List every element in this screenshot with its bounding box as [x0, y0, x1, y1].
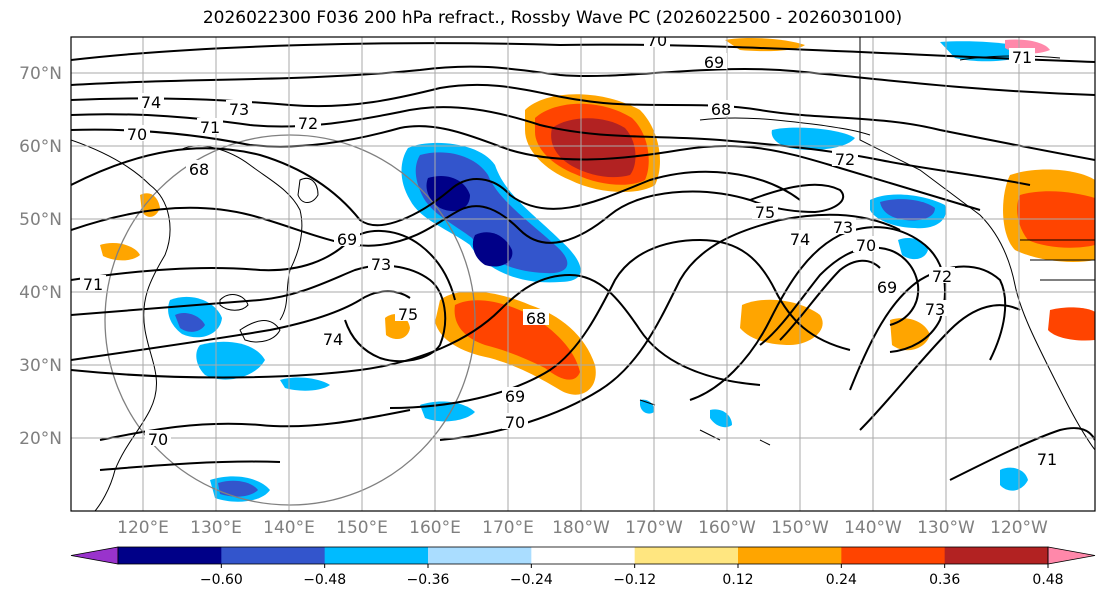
colorbar-swatch: [841, 547, 946, 564]
contour-label: 71: [1037, 450, 1057, 469]
latitude-labels: 70°N 60°N 50°N 40°N 30°N 20°N: [19, 64, 62, 449]
contour-label: 70: [127, 125, 147, 144]
contour-label: 73: [229, 100, 249, 119]
contour-label: 72: [835, 150, 855, 169]
lat-label: 60°N: [19, 137, 62, 157]
contour-label: 69: [704, 53, 724, 72]
colorbar-extend-high: [1047, 546, 1096, 565]
contour-label: 71: [83, 275, 103, 294]
contour-label: 75: [398, 305, 418, 324]
map-frame: [70, 36, 1096, 512]
contour-label: 69: [505, 387, 525, 406]
coastlines: [71, 37, 1095, 511]
colorbar-swatch: [531, 547, 636, 564]
lon-label: 150°W: [771, 518, 829, 538]
contour-label: 72: [298, 114, 318, 133]
contour-label: 71: [1012, 48, 1032, 67]
colorbar-swatch: [221, 547, 326, 564]
range-ring: [104, 134, 476, 506]
contour-label-group: 70 69 71 74 73 70 71 72 68 68 72 75 69: [80, 31, 1060, 469]
lat-label: 40°N: [19, 283, 62, 303]
longitude-labels: 120°E 130°E 140°E 150°E 160°E 170°E 180°…: [117, 518, 1048, 538]
contour-label: 70: [148, 430, 168, 449]
contour-label: 69: [337, 230, 357, 249]
colorbar-swatch: [944, 547, 1049, 564]
contour-label: 74: [141, 93, 161, 112]
map-title: 2026022300 F036 200 hPa refract., Rossby…: [202, 8, 903, 28]
colorbar-tick-label: 0.24: [826, 572, 857, 588]
colorbar-tick-label: 0.48: [1032, 572, 1063, 588]
lon-label: 180°W: [552, 518, 610, 538]
graticule: [71, 37, 1095, 511]
contour-label: 72: [932, 267, 952, 286]
lon-label: 130°E: [190, 518, 242, 538]
contour-label: 74: [790, 230, 810, 249]
lon-label: 130°W: [917, 518, 975, 538]
lon-label: 120°W: [990, 518, 1048, 538]
contour-label: 69: [877, 278, 897, 297]
lon-label: 140°W: [844, 518, 902, 538]
contour-label: 68: [711, 100, 731, 119]
lon-label: 140°E: [263, 518, 315, 538]
lon-label: 160°E: [409, 518, 461, 538]
contour-label: 70: [856, 236, 876, 255]
lon-label: 160°W: [698, 518, 756, 538]
lon-label: 170°E: [482, 518, 534, 538]
lat-label: 20°N: [19, 429, 62, 449]
colorbar-tick-label: −0.60: [200, 572, 243, 588]
lat-label: 30°N: [19, 356, 62, 376]
lon-label: 150°E: [336, 518, 388, 538]
lon-label: 170°W: [625, 518, 683, 538]
colorbar-swatch: [738, 547, 842, 564]
contour-label: 68: [526, 309, 546, 328]
contour-label: 73: [371, 255, 391, 274]
contour-label: 73: [925, 300, 945, 319]
contour-label: 70: [647, 31, 667, 50]
colorbar-swatch: [634, 547, 739, 564]
contour-label: 70: [505, 413, 525, 432]
colorbar-swatch: [324, 547, 429, 564]
lon-label: 120°E: [117, 518, 169, 538]
lat-label: 70°N: [19, 64, 62, 84]
colorbar-swatch: [118, 547, 222, 564]
contour-label: 71: [200, 118, 220, 137]
colorbar-tick-label: 0.12: [722, 572, 753, 588]
colorbar: −0.60 −0.48 −0.36 −0.24 −0.12 0.12 0.24 0.36 0.4…: [70, 546, 1096, 588]
colorbar-tick-label: 0.36: [929, 572, 960, 588]
contour-label: 75: [755, 203, 775, 222]
anomaly-shading: [100, 37, 1095, 502]
colorbar-tick-label: −0.48: [303, 572, 346, 588]
lat-label: 50°N: [19, 210, 62, 230]
colorbar-tick-label: −0.24: [510, 572, 553, 588]
colorbar-tick-label: −0.36: [407, 572, 450, 588]
colorbar-extend-low: [70, 546, 119, 565]
contour-label: 73: [833, 218, 853, 237]
colorbar-outline: [117, 546, 1049, 565]
contour-label: 74: [323, 330, 343, 349]
contour-label: 68: [189, 160, 209, 179]
colorbar-swatch: [428, 547, 532, 564]
colorbar-tick-label: −0.12: [613, 572, 656, 588]
